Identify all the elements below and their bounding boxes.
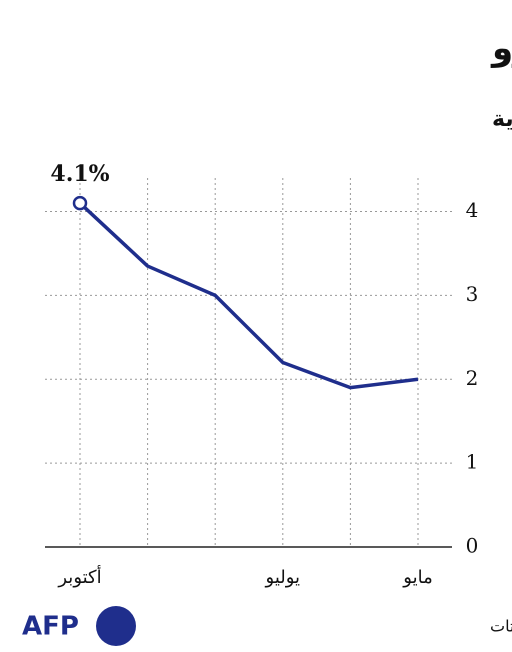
x-tick-label: أكتوبر	[57, 565, 101, 588]
value-label: 4.1%	[50, 161, 109, 187]
y-tick-label: 4	[466, 198, 479, 222]
y-tick-label: 2	[466, 366, 479, 390]
logo: AFP	[22, 612, 79, 642]
logo-dot	[96, 606, 136, 646]
y-tick-label: 3	[466, 282, 479, 306]
y-tick-label: 0	[466, 534, 479, 558]
chart-title: التضخم في منطقة اليورو	[490, 29, 512, 69]
y-tick-label: 1	[466, 450, 479, 474]
source: المصدر: يوروستات	[490, 617, 512, 637]
chart-subtitle: التضخم السنوي بالنسبة المئوية	[492, 107, 512, 132]
line	[78, 201, 419, 390]
marker	[72, 195, 88, 211]
x-tick-label: يوليو	[265, 567, 301, 588]
x-tick-label: مايو	[402, 567, 432, 588]
